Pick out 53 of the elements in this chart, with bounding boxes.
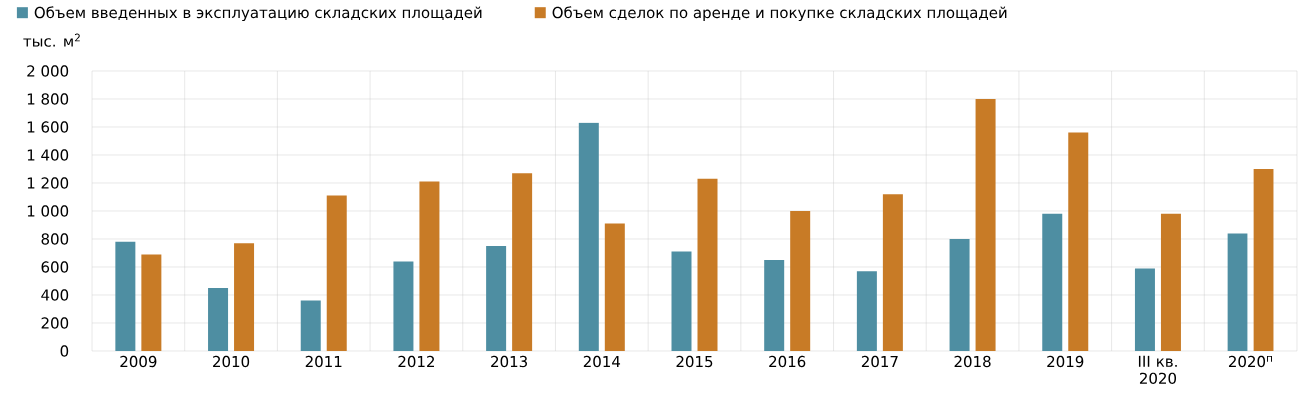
bar bbox=[882, 194, 903, 351]
bar bbox=[1134, 268, 1155, 351]
legend-label: Объем сделок по аренде и покупке складских площадей bbox=[552, 6, 1007, 22]
y-tick-label: 1 000 bbox=[27, 205, 69, 217]
bar bbox=[1160, 213, 1181, 351]
x-tick-label: 2013 bbox=[491, 355, 527, 368]
bar bbox=[512, 173, 533, 351]
bar bbox=[141, 254, 162, 351]
bar bbox=[790, 210, 811, 351]
x-tick-label: 2012 bbox=[398, 355, 435, 368]
x-tick-label: III кв. 2020 bbox=[1138, 355, 1177, 385]
y-tick-label: 0 bbox=[60, 345, 69, 357]
bar bbox=[115, 241, 136, 351]
bar bbox=[949, 238, 970, 351]
bar bbox=[486, 245, 507, 351]
x-tick-label: 2019 bbox=[1047, 355, 1084, 368]
y-tick-label: 800 bbox=[41, 233, 69, 245]
x-tick-label: 2017 bbox=[861, 355, 898, 368]
bar bbox=[234, 243, 255, 351]
x-tick-label: 2018 bbox=[954, 355, 991, 368]
y-tick-label: 1 200 bbox=[27, 177, 69, 189]
x-tick-label: 2016 bbox=[769, 355, 806, 368]
y-tick-label: 1 600 bbox=[27, 121, 69, 133]
y-axis-title: тыс. м$^{2}$ bbox=[23, 33, 80, 47]
bar bbox=[975, 98, 996, 351]
y-tick-label: 600 bbox=[41, 261, 69, 273]
y-tick-label: 1 400 bbox=[27, 149, 69, 161]
bar bbox=[419, 181, 440, 351]
x-tick-label: 2015 bbox=[676, 355, 713, 368]
bar bbox=[1042, 213, 1063, 351]
bar bbox=[1253, 168, 1274, 351]
bar bbox=[300, 300, 321, 351]
bar bbox=[326, 195, 347, 351]
legend-label: Объем введенных в эксплуатацию складских площадей bbox=[34, 6, 482, 22]
bar bbox=[393, 261, 414, 351]
y-tick-label: 200 bbox=[41, 317, 69, 329]
y-tick-label: 2 000 bbox=[27, 65, 69, 77]
x-tick-label: 2020$^{п}$ bbox=[1228, 355, 1272, 368]
bar bbox=[856, 271, 877, 351]
x-tick-label: 2010 bbox=[213, 355, 250, 368]
x-tick-label: 2014 bbox=[583, 355, 621, 368]
bar bbox=[578, 122, 599, 351]
y-tick-label: 400 bbox=[41, 289, 69, 301]
bar bbox=[697, 178, 718, 351]
bar bbox=[1227, 233, 1248, 351]
bar bbox=[1068, 132, 1089, 351]
bar bbox=[764, 259, 785, 351]
x-tick-label: 2011 bbox=[305, 355, 342, 368]
bar bbox=[208, 287, 229, 351]
x-tick-label: 2009 bbox=[120, 355, 157, 368]
bar bbox=[671, 251, 692, 351]
y-tick-label: 1 800 bbox=[27, 93, 69, 105]
bar bbox=[604, 223, 625, 351]
